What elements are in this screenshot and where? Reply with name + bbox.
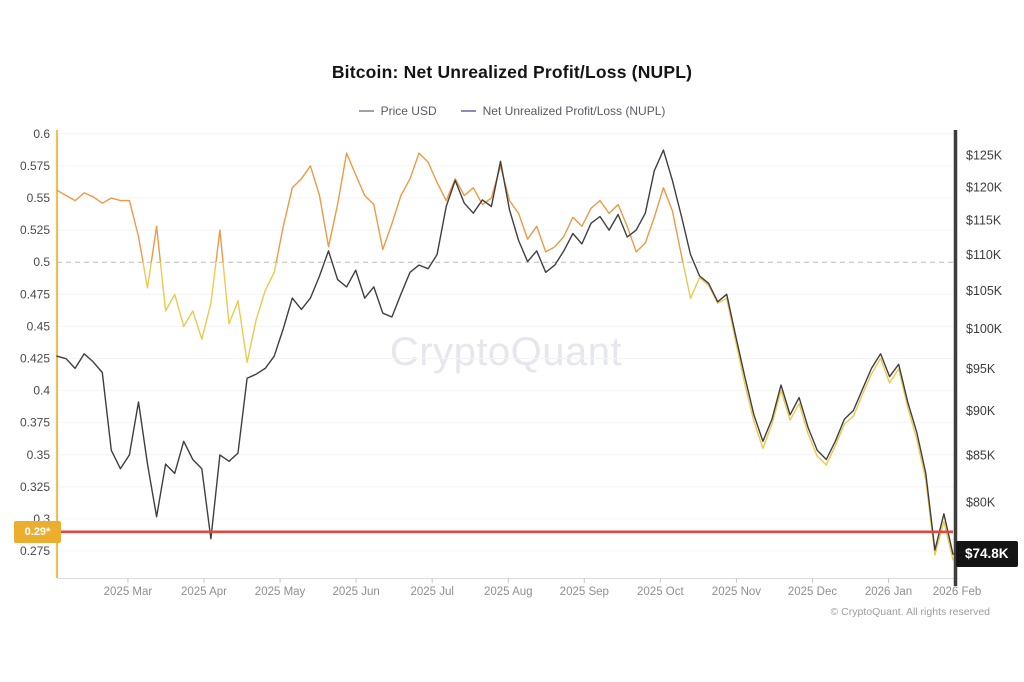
legend-label-price: Price USD: [380, 104, 437, 118]
x-axis-label: 2025 Apr: [181, 586, 227, 598]
chart-title: Bitcoin: Net Unrealized Profit/Loss (NUP…: [331, 62, 693, 82]
right-axis-label: $110K: [966, 248, 1002, 262]
right-axis-label: $125K: [966, 149, 1003, 163]
x-axis-label: 2025 Sep: [560, 586, 609, 598]
alert-value-badge: 0.29*: [14, 521, 61, 543]
left-axis-label: 0.4: [33, 384, 50, 398]
right-axis-label: $95K: [966, 362, 996, 376]
right-axis-label: $80K: [966, 496, 996, 510]
left-axis-label: 0.45: [27, 319, 51, 333]
x-axis-label: 2025 Jun: [332, 586, 379, 598]
left-axis-label: 0.525: [20, 223, 50, 237]
right-axis-label: $120K: [966, 180, 1003, 194]
last-price-badge: $74.8K: [956, 541, 1018, 567]
legend-item-price[interactable]: Price USD: [358, 104, 437, 118]
left-axis-label: 0.5: [33, 255, 50, 269]
price-line[interactable]: [56, 149, 954, 555]
legend: Price USD Net Unrealized Profit/Loss (NU…: [0, 104, 1024, 118]
right-axis-label: $85K: [966, 448, 996, 462]
left-axis-label: 0.55: [27, 191, 51, 205]
left-axis-label: 0.575: [20, 159, 50, 173]
nupl-line[interactable]: [56, 152, 954, 561]
nupl-legend-dash-icon: [460, 110, 476, 112]
legend-item-nupl[interactable]: Net Unrealized Profit/Loss (NUPL): [460, 104, 666, 118]
x-axis-label: 2025 Aug: [484, 586, 533, 598]
x-axis-label: 2025 Dec: [788, 586, 837, 598]
x-axis-label: 2025 Jul: [410, 586, 453, 598]
left-axis-label: 0.35: [27, 448, 51, 462]
left-axis-label: 0.325: [20, 480, 50, 494]
x-axis-label: 2025 Mar: [104, 586, 153, 598]
legend-label-nupl: Net Unrealized Profit/Loss (NUPL): [482, 104, 666, 118]
x-axis-label: 2025 May: [255, 586, 306, 598]
x-axis-label: 2026 Jan: [865, 586, 912, 598]
left-axis-label: 0.375: [20, 416, 50, 430]
x-axis-label: 2025 Nov: [712, 586, 761, 598]
left-axis-label: 0.475: [20, 287, 50, 301]
x-axis-label: 2026 Feb: [933, 586, 982, 598]
left-axis-label: 0.6: [33, 127, 50, 141]
price-legend-dash-icon: [358, 110, 374, 112]
right-axis-label: $115K: [966, 213, 1002, 227]
right-axis-label: $100K: [966, 322, 1003, 336]
copyright-text: © CryptoQuant. All rights reserved: [830, 606, 990, 618]
right-axis-label: $105K: [966, 284, 1003, 298]
left-axis-label: 0.425: [20, 351, 50, 365]
x-axis-label: 2025 Oct: [637, 586, 684, 598]
left-axis-label: 0.275: [20, 544, 50, 558]
right-axis-label: $90K: [966, 404, 996, 418]
